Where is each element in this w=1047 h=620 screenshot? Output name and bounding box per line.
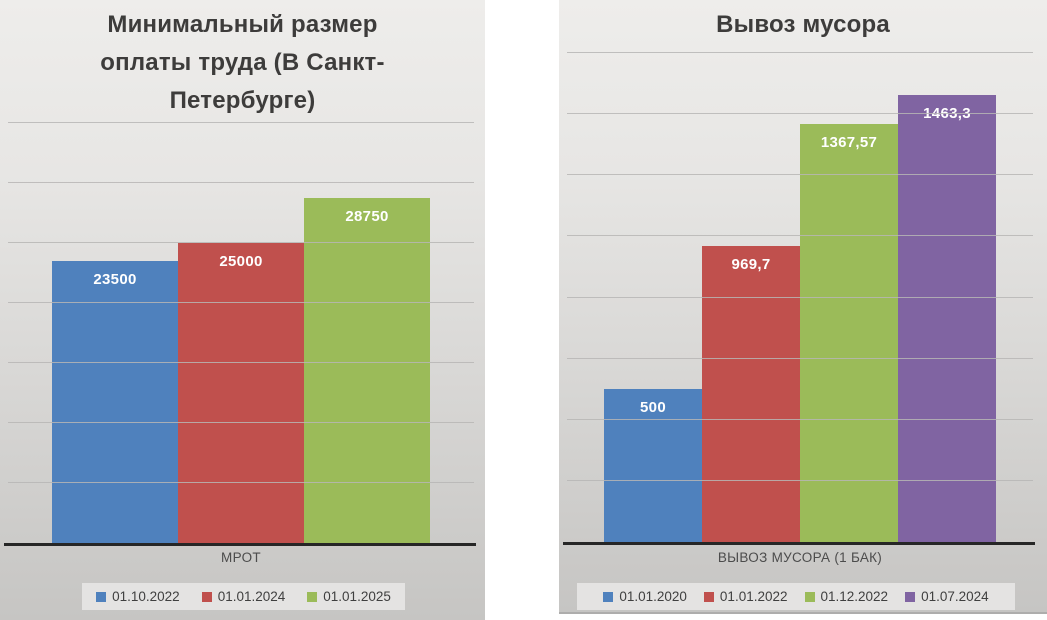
legend-item: 01.07.2024	[905, 589, 989, 604]
gridline	[8, 362, 474, 363]
data-label: 1463,3	[923, 104, 971, 122]
gridline	[8, 242, 474, 243]
data-label: 25000	[219, 253, 263, 270]
gridline	[567, 296, 1033, 298]
bars-row: 23500 25000 28750	[8, 123, 474, 543]
legend-swatch	[703, 591, 714, 602]
gridline	[8, 302, 474, 303]
bars-row: 500 969,7 1367,57 1463,3	[567, 53, 1033, 542]
legend-label: 01.01.2024	[217, 589, 286, 604]
legend-swatch	[804, 591, 815, 602]
legend-item: 01.01.2020	[603, 589, 687, 604]
legend-item: 01.01.2025	[307, 589, 391, 604]
gridline	[8, 182, 474, 183]
data-label: 28750	[345, 208, 389, 225]
chart-title: Вывоз мусора	[716, 11, 890, 38]
bar-series-01.01.2020: 500	[604, 389, 702, 542]
bar-series-01.07.2024: 1463,3	[898, 94, 996, 542]
legend-swatch	[201, 591, 212, 602]
legend-swatch	[96, 591, 107, 602]
legend-item: 01.10.2022	[96, 589, 180, 604]
bar-series-01.10.2022: 23500	[52, 261, 178, 543]
legend: 01.01.2020 01.01.2022 01.12.2022 01.07.2024	[577, 583, 1015, 610]
legend-item: 01.01.2024	[201, 589, 286, 604]
chart-garbage-removal: Вывоз мусора 500 969,7 1367,57 1463,3 ВЫВОЗ…	[559, 0, 1047, 614]
bar-series-01.01.2024: 25000	[178, 243, 304, 543]
gridline	[567, 52, 1033, 53]
data-label: 500	[640, 399, 666, 417]
gridline	[567, 418, 1033, 420]
plot-area: 23500 25000 28750	[4, 122, 476, 546]
legend-swatch	[307, 591, 318, 602]
legend-label: 01.01.2020	[619, 589, 687, 604]
gridline	[8, 122, 474, 123]
category-label: МРОТ	[221, 550, 261, 565]
bar-series-01.01.2022: 969,7	[702, 245, 800, 542]
gridline	[567, 479, 1033, 481]
gridline	[8, 482, 474, 483]
data-label: 23500	[93, 271, 137, 288]
legend-item: 01.01.2022	[703, 589, 788, 604]
legend-label: 01.01.2025	[323, 589, 391, 604]
gridline	[567, 357, 1033, 359]
data-label: 1367,57	[820, 134, 878, 152]
legend-item: 01.12.2022	[804, 589, 889, 604]
gridline	[567, 174, 1033, 176]
gridline	[567, 235, 1033, 237]
legend-swatch	[603, 591, 614, 602]
bar-series-01.12.2022: 1367,57	[800, 124, 898, 542]
x-axis-line	[563, 542, 1035, 545]
legend-label: 01.07.2024	[921, 589, 989, 604]
bar-series-01.01.2025: 28750	[304, 198, 430, 543]
legend-label: 01.10.2022	[112, 589, 180, 604]
chart-minimum-wage: Минимальный размер оплаты труда (В Санкт…	[0, 0, 485, 620]
category-label: ВЫВОЗ МУСОРА (1 БАК)	[717, 550, 883, 565]
gridline	[567, 113, 1033, 115]
legend-swatch	[905, 591, 916, 602]
legend: 01.10.2022 01.01.2024 01.01.2025	[82, 583, 405, 610]
plot-area: 500 969,7 1367,57 1463,3	[563, 52, 1035, 545]
data-label: 969,7	[731, 255, 771, 273]
x-axis-line	[4, 543, 476, 546]
legend-label: 01.12.2022	[820, 589, 889, 604]
legend-label: 01.01.2022	[719, 589, 788, 604]
chart-title: Минимальный размер оплаты труда (В Санкт…	[100, 11, 385, 114]
gridline	[8, 422, 474, 423]
